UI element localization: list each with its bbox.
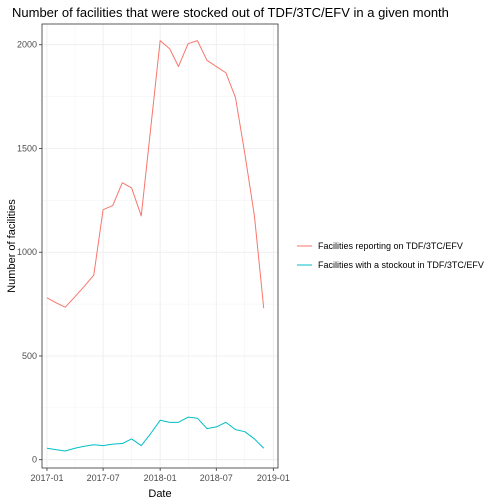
legend-label-2: Facilities with a stockout in TDF/3TC/EF… <box>318 260 484 270</box>
grid <box>42 24 278 468</box>
y-tick-label: 2000 <box>17 40 37 50</box>
x-tick-label: 2019-01 <box>257 473 290 483</box>
series-line-1 <box>46 40 265 309</box>
x-tick-label: 2018-01 <box>144 473 177 483</box>
y-tick-label: 0 <box>32 455 37 465</box>
y-axis-title: Number of facilities <box>6 199 18 293</box>
series-line-2 <box>46 416 265 452</box>
y-tick-label: 1500 <box>17 143 37 153</box>
y-tick-label: 1000 <box>17 247 37 257</box>
x-tick-label: 2017-01 <box>30 473 63 483</box>
y-tick-label: 500 <box>22 351 37 361</box>
series-layer <box>46 40 265 452</box>
x-tick-label: 2017-07 <box>87 473 120 483</box>
legend: Facilities reporting on TDF/3TC/EFV Facil… <box>297 241 484 270</box>
x-axis-title: Date <box>148 488 171 500</box>
legend-label-1: Facilities reporting on TDF/3TC/EFV <box>318 241 463 251</box>
x-axis: 2017-01 2017-07 2018-01 2018-07 2019-01 <box>30 468 290 483</box>
chart-title: Number of facilities that were stocked o… <box>12 5 449 20</box>
y-axis: 0 500 1000 1500 2000 <box>17 40 42 465</box>
x-tick-label: 2018-07 <box>200 473 233 483</box>
